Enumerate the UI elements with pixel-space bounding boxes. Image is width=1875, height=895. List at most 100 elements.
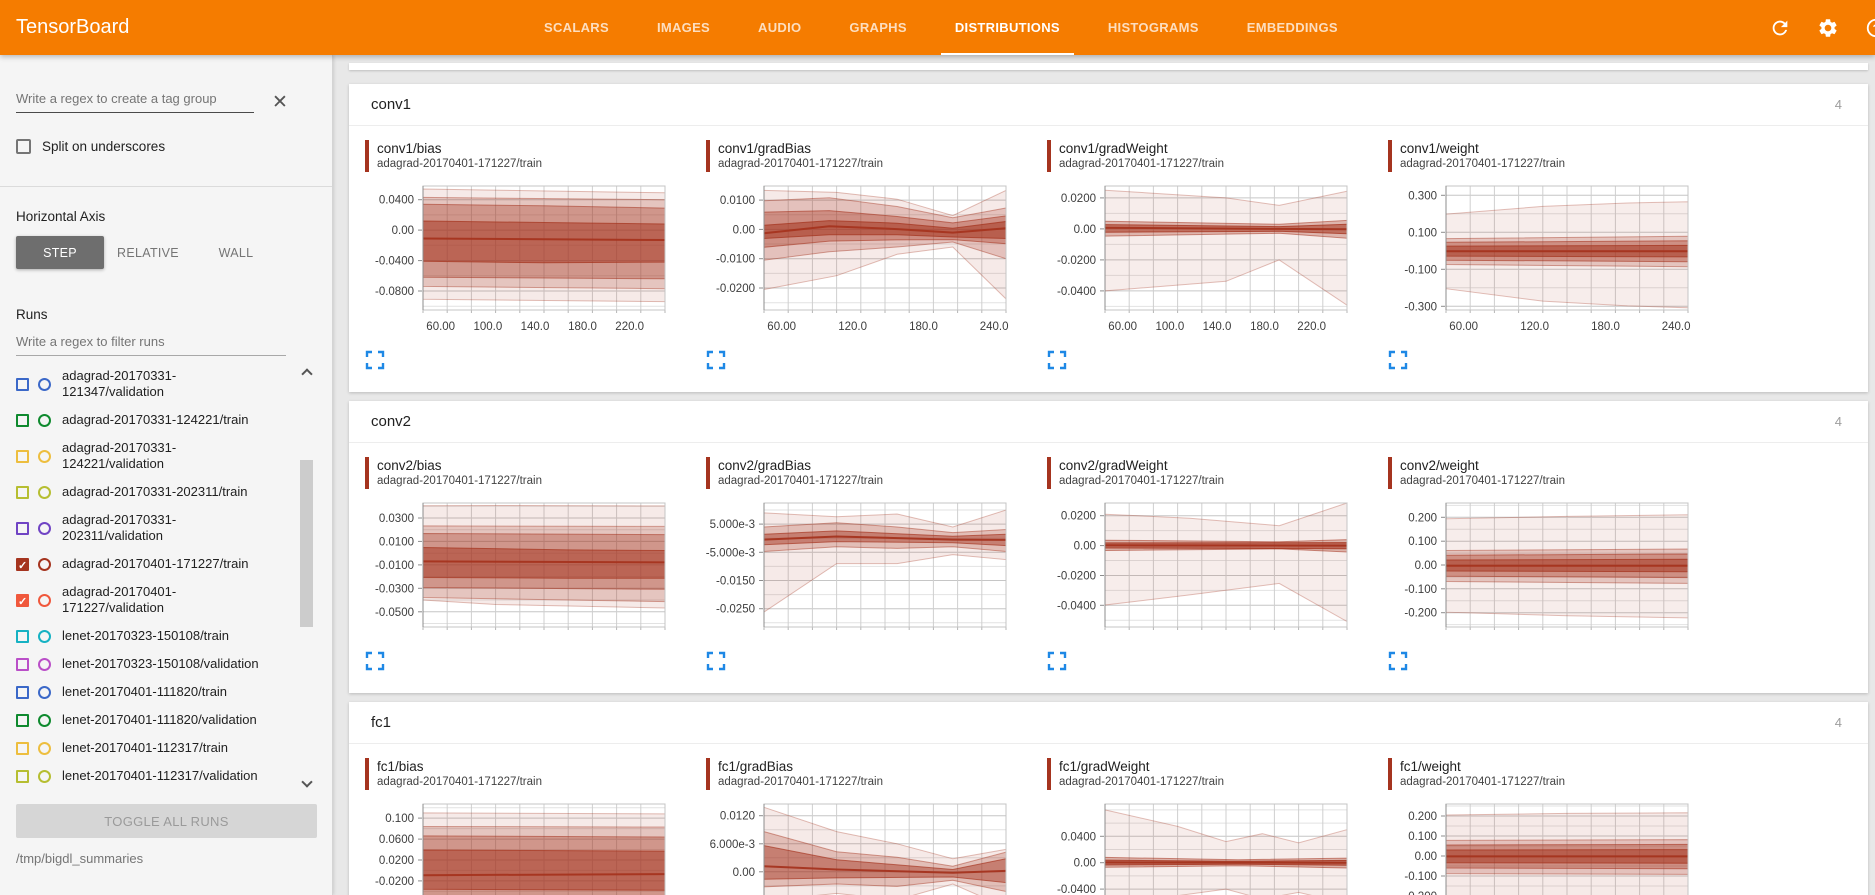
run-checkbox[interactable] [16,485,29,499]
split-underscores-checkbox[interactable] [16,139,31,154]
scroll-down-icon[interactable] [301,776,313,788]
tab-images[interactable]: IMAGES [656,20,711,35]
distribution-plot[interactable]: 0.200 0.100 0.00 -0.100 -0.200 [1386,497,1698,639]
run-checkbox[interactable] [16,629,29,643]
axis-step-button[interactable]: STEP [16,236,104,269]
run-checkbox[interactable] [16,449,29,463]
tab-distributions[interactable]: DISTRIBUTIONS [931,0,1084,55]
section-header[interactable]: conv1 4 [349,84,1868,126]
run-item[interactable]: adagrad-20170331-124221/validation [16,434,332,478]
svg-text:0.100: 0.100 [385,813,414,825]
run-item[interactable]: ✓ adagrad-20170401-171227/validation [16,578,332,622]
run-radio[interactable] [38,413,51,427]
tab-graphs[interactable]: GRAPHS [849,20,907,35]
expand-chart-icon[interactable] [706,651,726,671]
help-icon[interactable]: ? [1865,17,1875,39]
expand-chart-icon[interactable] [706,350,726,370]
run-item[interactable]: lenet-20170401-111820/validation [16,706,332,734]
scroll-up-icon[interactable] [301,368,313,380]
run-radio[interactable] [38,557,51,571]
distribution-plot[interactable]: 0.0120 6.000e-3 0.00 [704,798,1016,895]
settings-gear-icon[interactable] [1817,17,1839,39]
run-radio[interactable] [38,769,51,783]
svg-text:?: ? [1873,23,1875,35]
tab-embeddings[interactable]: EMBEDDINGS [1246,20,1338,35]
distribution-plot[interactable]: 0.0400 0.00 -0.0400 [1045,798,1357,895]
clear-regex-icon[interactable]: ✕ [272,92,288,113]
expand-chart-icon[interactable] [365,651,385,671]
run-checkbox[interactable]: ✓ [16,593,29,608]
run-item[interactable]: ✓ adagrad-20170401-171227/train [16,550,332,578]
section-header[interactable]: conv2 4 [349,401,1868,443]
expand-chart-icon[interactable] [365,350,385,370]
run-checkbox[interactable]: ✓ [16,557,29,572]
distribution-plot[interactable]: 0.300 0.100 -0.100 -0.300 60.00 120.0 180.0 240… [1386,180,1698,338]
section-panel-conv2: conv2 4 conv2/bias adagrad-20170401-1712… [349,401,1868,693]
svg-text:-0.300: -0.300 [1404,301,1437,313]
svg-text:220.0: 220.0 [1297,321,1326,333]
distribution-plot[interactable]: 5.000e-3 -5.000e-3 -0.0150 -0.0250 [704,497,1016,639]
axis-wall-button[interactable]: WALL [192,236,280,269]
run-item[interactable]: lenet-20170323-150108/validation [16,650,332,678]
section-title: conv2 [371,413,412,430]
expand-chart-icon[interactable] [1388,651,1408,671]
run-item[interactable]: lenet-20170401-112317/train [16,734,332,762]
run-radio[interactable] [38,449,51,463]
expand-chart-icon[interactable] [1047,350,1067,370]
run-radio[interactable] [38,685,51,699]
tab-scalars[interactable]: SCALARS [544,20,609,35]
run-item[interactable]: lenet-20170323-150108/train [16,622,332,650]
run-item[interactable]: lenet-20170401-111820/train [16,678,332,706]
run-label: adagrad-20170331-124221/validation [62,440,177,471]
run-radio[interactable] [38,657,51,671]
run-item[interactable]: adagrad-20170331-202311/validation [16,506,332,550]
toggle-all-runs-button[interactable]: TOGGLE ALL RUNS [16,804,317,838]
run-checkbox[interactable] [16,413,29,427]
run-checkbox[interactable] [16,741,29,755]
distribution-plot[interactable]: 0.200 0.100 0.00 -0.100 -0.200 [1386,798,1698,895]
run-checkbox[interactable] [16,377,29,391]
run-label: lenet-20170323-150108/validation [62,656,259,671]
scrolled-panel-edge [349,63,1868,70]
section-panel-fc1: fc1 4 fc1/bias adagrad-20170401-171227/t… [349,702,1868,895]
section-header[interactable]: fc1 4 [349,702,1868,744]
run-item[interactable]: lenet-20170401-112317/validation [16,762,332,790]
distribution-plot[interactable]: 0.100 0.0600 0.0200 -0.0200 [363,798,675,895]
distribution-plot[interactable]: 0.0100 0.00 -0.0100 -0.0200 60.00 120.0 180.0 2… [704,180,1016,338]
run-radio[interactable] [38,741,51,755]
run-radio[interactable] [38,521,51,535]
run-checkbox[interactable] [16,685,29,699]
run-item[interactable]: adagrad-20170331-121347/validation [16,362,332,406]
distribution-plot[interactable]: 0.0300 0.0100 -0.0100 -0.0300 -0.0500 [363,497,675,639]
tab-audio[interactable]: AUDIO [758,20,802,35]
distribution-plot[interactable]: 0.0400 0.00 -0.0400 -0.0800 60.00 100.0 140.0 1… [363,180,675,338]
distribution-plot[interactable]: 0.0200 0.00 -0.0200 -0.0400 [1045,497,1357,639]
svg-text:0.0100: 0.0100 [720,195,755,207]
axis-relative-button[interactable]: RELATIVE [104,236,192,269]
chart-card: conv2/gradWeight adagrad-20170401-171227… [1035,457,1376,671]
chart-run-name: adagrad-20170401-171227/train [1059,158,1224,170]
run-checkbox[interactable] [16,769,29,783]
run-item[interactable]: adagrad-20170331-202311/train [16,478,332,506]
run-radio[interactable] [38,629,51,643]
expand-chart-icon[interactable] [1388,350,1408,370]
run-checkbox[interactable] [16,713,29,727]
run-radio[interactable] [38,713,51,727]
run-checkbox[interactable] [16,521,29,535]
tab-histograms[interactable]: HISTOGRAMS [1107,20,1199,35]
run-filter-input[interactable] [16,330,286,356]
refresh-icon[interactable] [1769,17,1791,39]
distribution-plot[interactable]: 0.0200 0.00 -0.0200 -0.0400 60.00 100.0 140.0 1… [1045,180,1357,338]
expand-chart-icon[interactable] [1047,651,1067,671]
svg-text:0.300: 0.300 [1408,190,1437,202]
runs-scrollbar[interactable] [300,364,314,792]
svg-text:0.00: 0.00 [1415,851,1437,863]
run-radio[interactable] [38,593,51,607]
tag-group-regex-input[interactable] [16,87,254,113]
run-item[interactable]: adagrad-20170331-124221/train [16,406,332,434]
run-checkbox[interactable] [16,657,29,671]
run-radio[interactable] [38,485,51,499]
run-radio[interactable] [38,377,51,391]
scrollbar-thumb[interactable] [300,460,313,627]
svg-text:100.0: 100.0 [1156,321,1185,333]
